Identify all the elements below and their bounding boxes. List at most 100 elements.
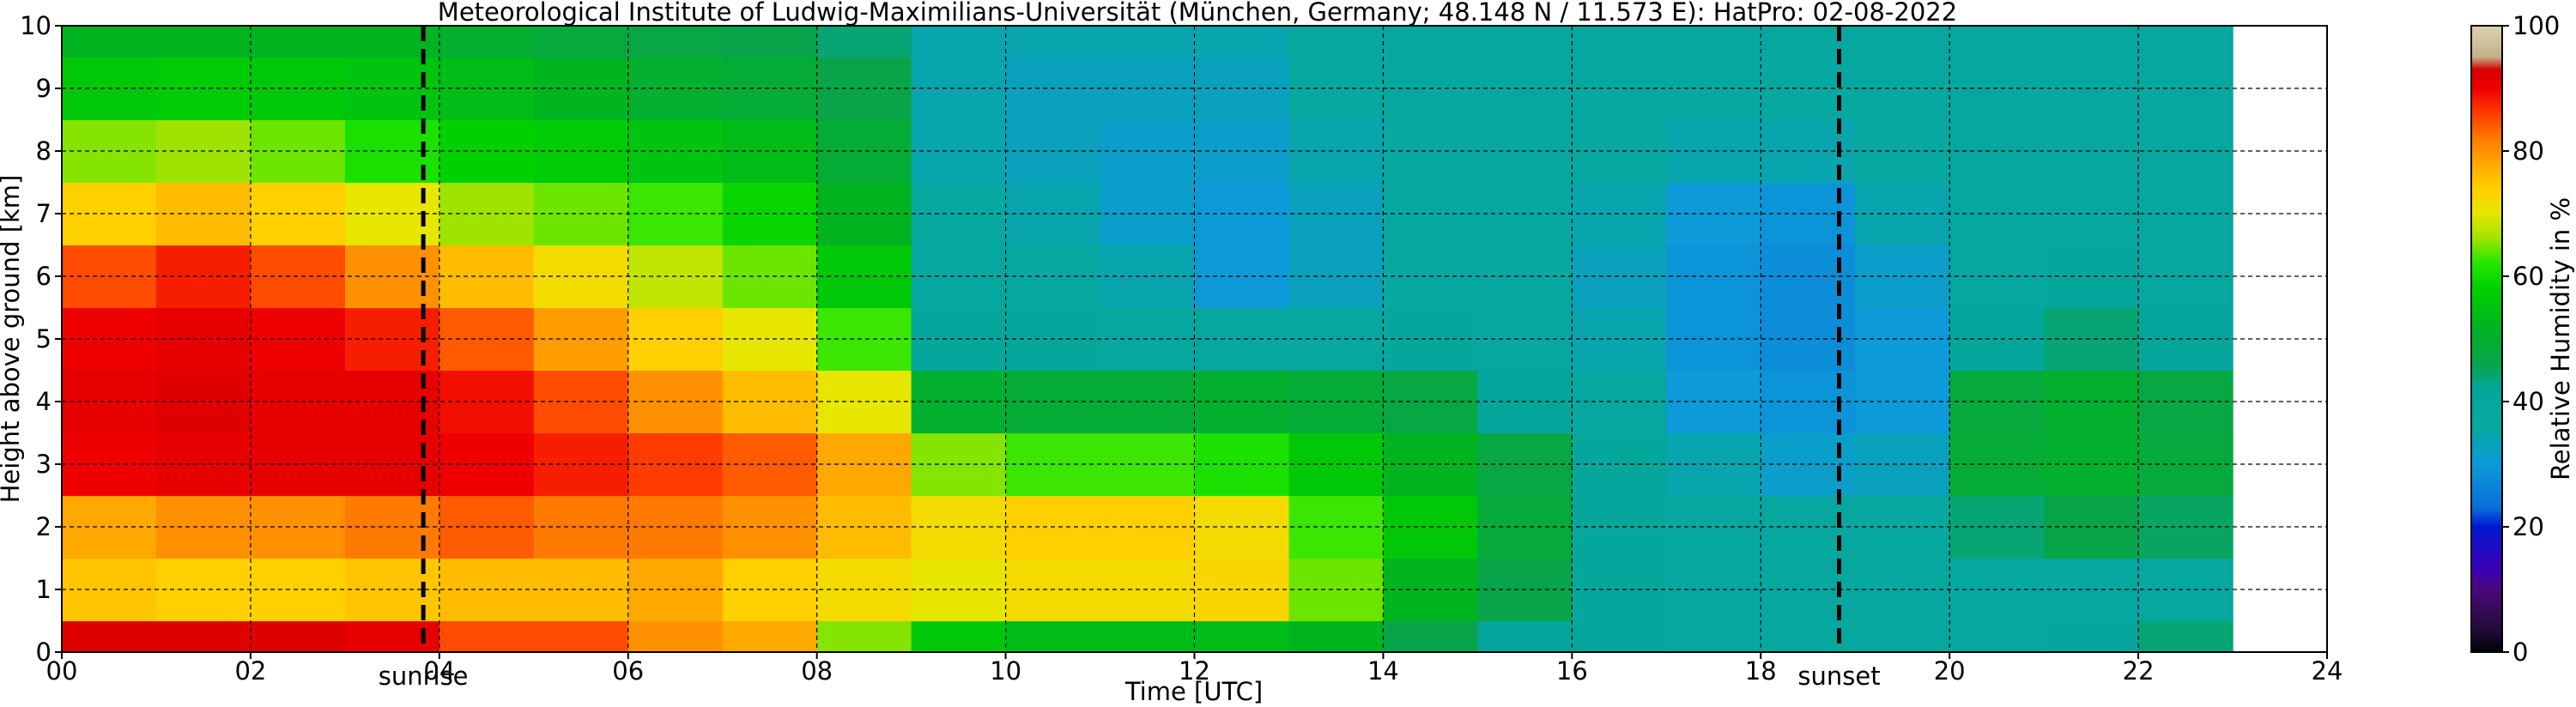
heatmap-cell (1666, 495, 1761, 559)
heatmap-cell (2044, 495, 2139, 559)
colorbar-tick-label: 0 (2512, 638, 2528, 667)
heatmap-cell (2044, 370, 2139, 434)
y-tick-label: 6 (36, 262, 52, 291)
x-axis-ticks: 00 02 04 06 08 10 12 14 16 18 20 22 24 (46, 652, 2343, 686)
grid-lines (62, 26, 2327, 652)
heatmap-cell (439, 620, 535, 653)
heatmap-cell (1194, 26, 1290, 58)
heatmap-cell (1194, 558, 1290, 622)
heatmap-cell (1761, 620, 1856, 653)
heatmap-cell (1666, 558, 1761, 622)
heatmap-cell (2044, 620, 2139, 653)
heatmap-cell (816, 432, 912, 497)
y-tick-label: 10 (20, 11, 52, 40)
heatmap-cell (722, 182, 818, 246)
heatmap-cell (2138, 26, 2234, 58)
heatmap-cell (1949, 26, 2045, 58)
y-tick-label: 4 (36, 387, 52, 416)
x-tick-label: 10 (990, 656, 1021, 686)
heatmap-cell (1005, 620, 1101, 653)
x-tick-label: 12 (1179, 656, 1210, 686)
heatmap-cell (2044, 307, 2139, 372)
heatmap-cell (1100, 26, 1196, 58)
heatmap-cell (1383, 26, 1478, 58)
heatmap-cell (911, 26, 1007, 58)
heatmap-cell (533, 620, 629, 653)
x-tick-label: 22 (2123, 656, 2155, 686)
heatmap-cell (816, 307, 912, 372)
heatmap-cell (816, 26, 912, 58)
heatmap-cell (2044, 432, 2139, 497)
heatmap-cell (816, 57, 912, 121)
heatmap-cell (816, 558, 912, 622)
heatmap-cell (1194, 119, 1290, 184)
heatmap-cell (62, 26, 157, 58)
heatmap-cell (156, 620, 252, 653)
heatmap-cell (2044, 119, 2139, 184)
chart-title: Meteorological Institute of Ludwig-Maxim… (438, 0, 1957, 27)
heatmap-cell (1477, 26, 1573, 58)
heatmap-cell (344, 26, 440, 58)
heatmap-cell (1194, 432, 1290, 497)
heatmap-cell (2044, 26, 2139, 58)
heatmap-cell (156, 26, 252, 58)
heatmap-cell (1194, 182, 1290, 246)
heatmap-cell (439, 26, 535, 58)
y-axis-label: Height above ground [km] (0, 175, 25, 504)
heatmap-cell (722, 307, 818, 372)
heatmap-cell (2138, 620, 2234, 653)
heatmap-cell (627, 26, 724, 58)
heatmap-cell (1194, 620, 1290, 653)
heatmap-cell (1194, 495, 1290, 559)
y-tick-label: 3 (36, 450, 52, 479)
heatmap-cell (1666, 307, 1761, 372)
heatmap-cell (816, 495, 912, 559)
y-tick-label: 9 (36, 74, 52, 103)
heatmap-cell (627, 620, 724, 653)
heatmap-cell (1194, 307, 1290, 372)
heatmap-cell (1855, 620, 1950, 653)
heatmap-cell (1288, 26, 1385, 58)
heatmap-cell (722, 558, 818, 622)
heatmap-cell (1666, 57, 1761, 121)
heatmap-cell (816, 182, 912, 246)
x-tick-label: 02 (234, 656, 266, 686)
x-tick-label: 00 (46, 656, 78, 686)
heatmap-cell (911, 620, 1007, 653)
heatmap-cell (2044, 57, 2139, 121)
colorbar-label: Relative Humidity in % (2546, 197, 2575, 480)
x-tick-label: 14 (1367, 656, 1399, 686)
heatmap-cell (62, 620, 157, 653)
heatmap-cell (722, 57, 818, 121)
sun-event-lines: sunrise sunset (379, 26, 1881, 691)
sunset-label: sunset (1797, 662, 1880, 691)
x-tick-label: 24 (2312, 656, 2343, 686)
x-tick-label: 16 (1556, 656, 1588, 686)
heatmap-cell (1666, 370, 1761, 434)
heatmap-cell (722, 620, 818, 653)
heatmap-cell (1477, 620, 1573, 653)
heatmap-cell (722, 245, 818, 309)
y-tick-label: 5 (36, 324, 52, 354)
y-tick-label: 1 (36, 575, 52, 604)
colorbar (2470, 25, 2503, 653)
heatmap-cell (1005, 26, 1101, 58)
heatmap-cell (1761, 26, 1856, 58)
x-tick-label: 04 (423, 656, 455, 686)
heatmap-cell (722, 370, 818, 434)
heatmap-cell (1194, 245, 1290, 309)
heatmap-cell (1666, 26, 1761, 58)
colorbar-tick-label: 100 (2512, 11, 2560, 40)
y-tick-label: 2 (36, 512, 52, 541)
heatmap-cell (722, 119, 818, 184)
heatmap-cell (816, 245, 912, 309)
heatmap-cell (1949, 620, 2045, 653)
y-axis-ticks: 0 1 2 3 4 5 6 7 8 9 10 (20, 11, 62, 667)
heatmap-cell (250, 26, 346, 58)
heatmap-cell (2044, 182, 2139, 246)
heatmap-cell (816, 620, 912, 653)
heatmap-cell (722, 432, 818, 497)
heatmap-cell (1288, 620, 1385, 653)
heatmap-cell (344, 245, 440, 309)
